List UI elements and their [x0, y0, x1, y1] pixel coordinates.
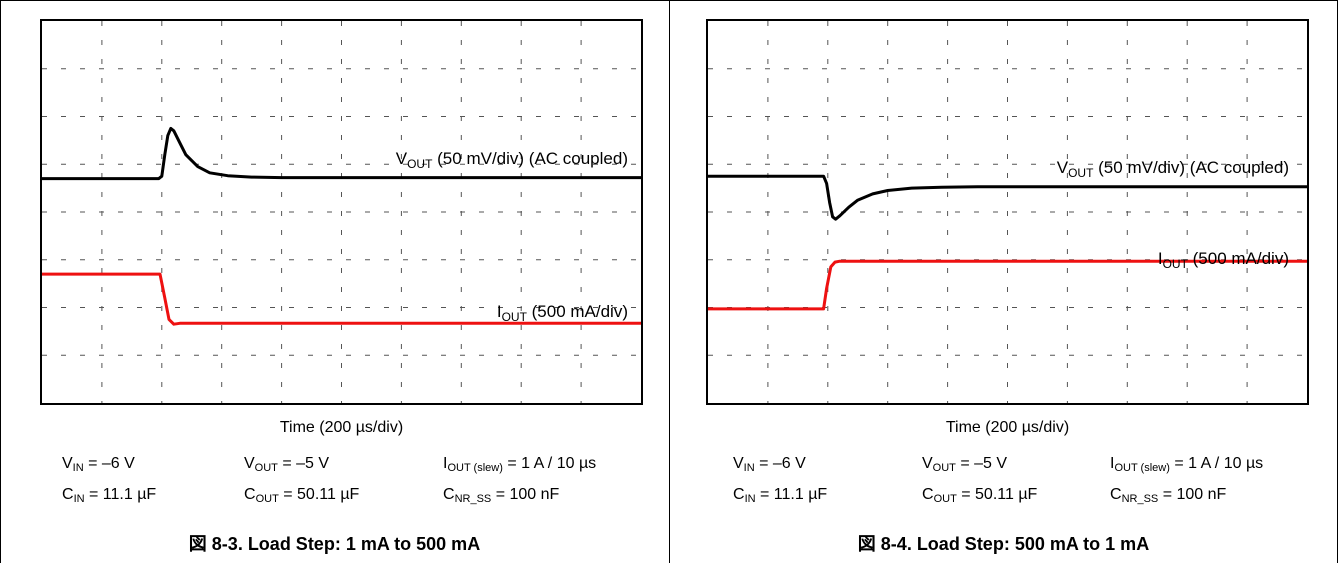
- iout-trace: [42, 272, 641, 326]
- figure-panel-8-3: VOUT (50 mV/div) (AC coupled) IOUT (500 m…: [40, 19, 643, 554]
- condition-cin: CIN = 11.1 µF: [62, 486, 157, 505]
- iout-trace-label: IOUT (500 mA/div): [1158, 249, 1289, 271]
- condition-cnr-ss: CNR_SS = 100 nF: [1110, 486, 1227, 505]
- frame-middle-divider: [669, 0, 670, 563]
- vout-trace: [42, 126, 641, 181]
- vout-trace-label: VOUT (50 mV/div) (AC coupled): [396, 149, 628, 171]
- x-axis-label-8-4: Time (200 µs/div): [945, 419, 1070, 436]
- iout-trace-label: IOUT (500 mA/div): [497, 302, 628, 324]
- scope-plot-8-3: VOUT (50 mV/div) (AC coupled) IOUT (500 m…: [40, 19, 643, 405]
- condition-iout-slew: IOUT (slew) = 1 A / 10 µs: [443, 455, 597, 474]
- plot-border: [40, 19, 643, 405]
- condition-vin: VIN = –6 V: [733, 455, 806, 474]
- scope-plot-8-4: VOUT (50 mV/div) (AC coupled) IOUT (500 m…: [706, 19, 1309, 405]
- vout-trace: [708, 174, 1307, 221]
- scope-svg-8-4: VOUT (50 mV/div) (AC coupled) IOUT (500 m…: [706, 19, 1309, 405]
- iout-trace: [708, 259, 1307, 311]
- condition-iout-slew: IOUT (slew) = 1 A / 10 µs: [1110, 455, 1264, 474]
- vout-trace-label: VOUT (50 mV/div) (AC coupled): [1057, 158, 1289, 180]
- figure-caption-8-3: 図 8-3. Load Step: 1 mA to 500 mA: [188, 534, 481, 554]
- condition-vin: VIN = –6 V: [62, 455, 135, 474]
- condition-cin: CIN = 11.1 µF: [733, 486, 828, 505]
- scope-svg-8-3: VOUT (50 mV/div) (AC coupled) IOUT (500 m…: [40, 19, 643, 405]
- plot-border: [706, 19, 1309, 405]
- condition-vout: VOUT = –5 V: [244, 455, 330, 474]
- condition-cout: COUT = 50.11 µF: [922, 486, 1038, 505]
- figure-caption-8-4: 図 8-4. Load Step: 500 mA to 1 mA: [857, 534, 1150, 554]
- frame-left-border: [0, 0, 1, 563]
- condition-vout: VOUT = –5 V: [922, 455, 1008, 474]
- figure-panel-8-4: VOUT (50 mV/div) (AC coupled) IOUT (500 m…: [669, 0, 1338, 563]
- condition-cout: COUT = 50.11 µF: [244, 486, 360, 505]
- condition-cnr-ss: CNR_SS = 100 nF: [443, 486, 560, 505]
- grid: [708, 21, 1307, 403]
- x-axis-label-8-3: Time (200 µs/div): [279, 419, 404, 436]
- grid: [42, 21, 641, 403]
